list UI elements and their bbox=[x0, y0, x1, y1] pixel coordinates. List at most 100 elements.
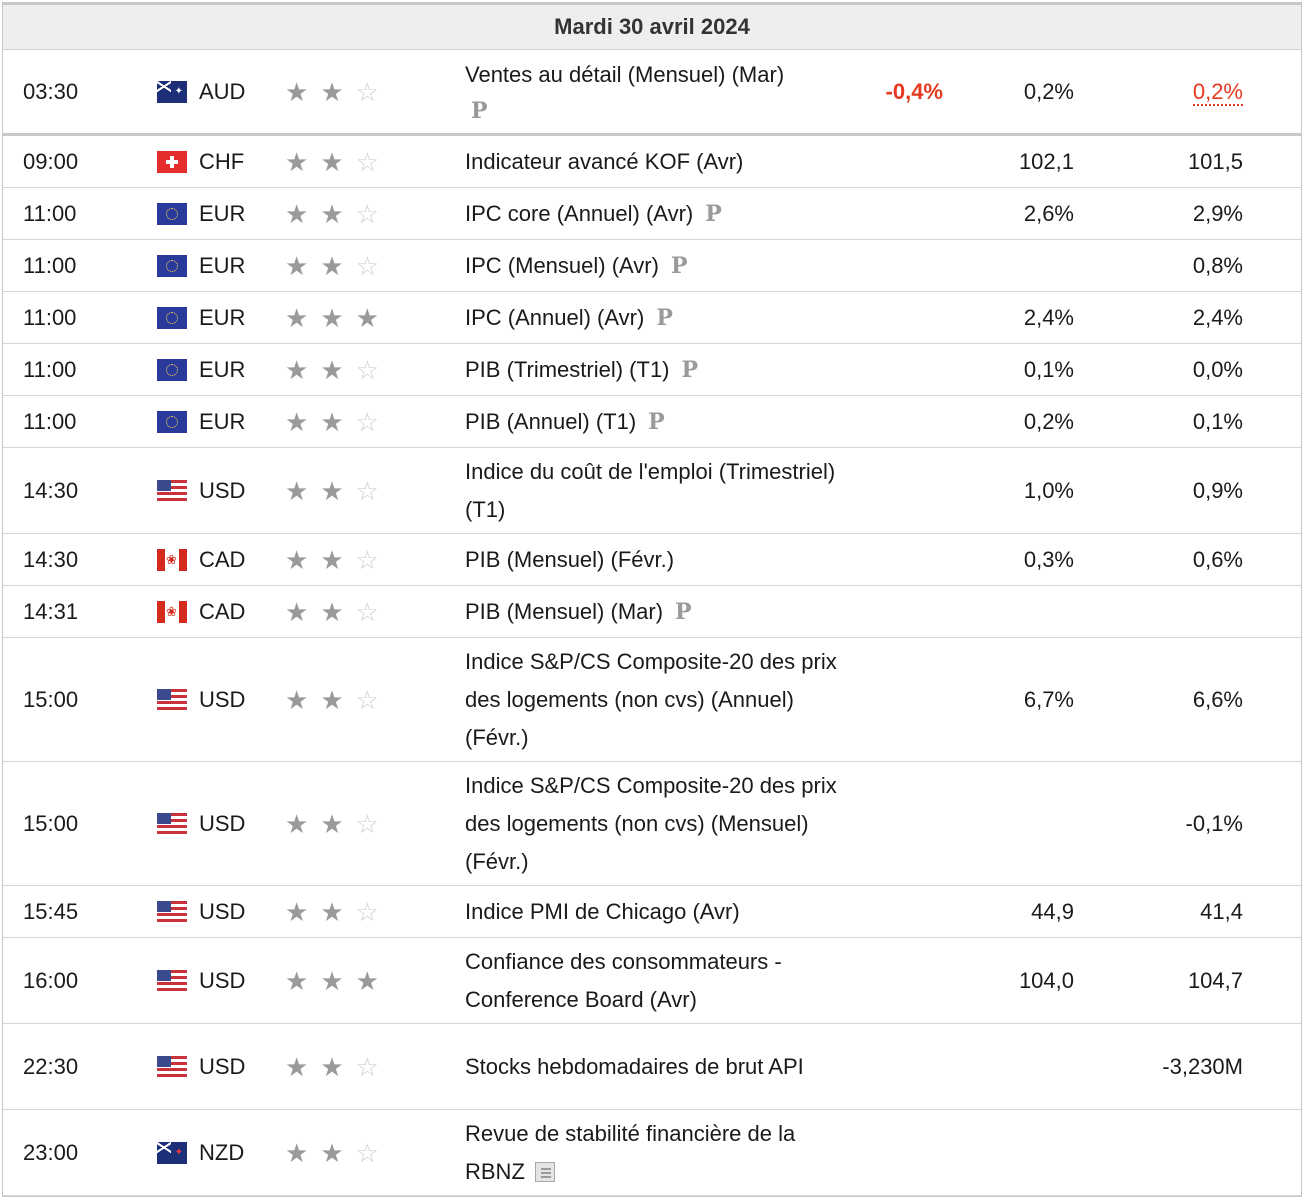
previous-value: 41,4 bbox=[1074, 899, 1243, 925]
event-name[interactable]: IPC (Mensuel) (Avr) P bbox=[463, 247, 847, 285]
event-title[interactable]: Ventes au détail (Mensuel) (Mar) bbox=[465, 61, 785, 87]
actual-value-text: -0,4% bbox=[885, 78, 943, 104]
currency-cell: EUR bbox=[135, 409, 281, 435]
previous-value-text[interactable]: 0,2% bbox=[1192, 78, 1243, 106]
event-time: 23:00 bbox=[23, 1139, 79, 1165]
importance-stars: ★ ★ ★ bbox=[281, 305, 463, 331]
event-name[interactable]: PIB (Annuel) (T1) P bbox=[463, 403, 847, 441]
star-filled-icon: ★ bbox=[285, 302, 309, 333]
event-name[interactable]: IPC (Annuel) (Avr) P bbox=[463, 299, 847, 337]
event-row[interactable]: 22:30 USD ★ ★ ☆ Stocks hebdomadaires de brut … bbox=[3, 1024, 1301, 1110]
star-filled-icon: ★ bbox=[355, 302, 379, 333]
event-title[interactable]: PIB (Trimestriel) (T1) bbox=[465, 356, 670, 382]
previous-value-text: 2,4% bbox=[1192, 304, 1243, 330]
event-name[interactable]: Indice du coût de l'emploi (Trimestriel)… bbox=[463, 453, 847, 529]
previous-value: 0,8% bbox=[1074, 253, 1243, 279]
event-row[interactable]: 14:31 CAD ★ ★ ☆ PIB (Mensuel) (Mar) P bbox=[3, 586, 1301, 638]
event-name[interactable]: IPC core (Annuel) (Avr) P bbox=[463, 195, 847, 233]
event-name[interactable]: PIB (Trimestriel) (T1) P bbox=[463, 351, 847, 389]
event-row[interactable]: 11:00 EUR ★ ★ ☆ PIB (Trimestriel) (T1) P 0,1% 0,… bbox=[3, 344, 1301, 396]
event-name[interactable]: Revue de stabilité financière de la RBNZ bbox=[463, 1115, 847, 1191]
star-filled-icon: ★ bbox=[320, 965, 344, 996]
event-time: 15:00 bbox=[23, 686, 79, 712]
event-title[interactable]: PIB (Annuel) (T1) bbox=[465, 408, 637, 434]
currency-code: CAD bbox=[199, 546, 246, 572]
importance-stars: ★ ★ ☆ bbox=[281, 1054, 463, 1080]
event-title[interactable]: IPC (Mensuel) (Avr) bbox=[465, 252, 659, 278]
currency-cell: EUR bbox=[135, 201, 281, 227]
currency-code: NZD bbox=[199, 1139, 245, 1165]
star-empty-icon: ☆ bbox=[355, 406, 379, 437]
event-row[interactable]: 11:00 EUR ★ ★ ☆ IPC core (Annuel) (Avr) P 2,6% 2… bbox=[3, 188, 1301, 240]
previous-value-text: 0,0% bbox=[1192, 356, 1243, 382]
event-time: 14:31 bbox=[23, 598, 79, 624]
forecast-value: 0,1% bbox=[1023, 356, 1074, 382]
event-time: 14:30 bbox=[23, 546, 79, 572]
event-title[interactable]: Indice du coût de l'emploi (Trimestriel)… bbox=[465, 458, 836, 522]
star-filled-icon: ★ bbox=[285, 596, 309, 627]
event-name[interactable]: PIB (Mensuel) (Mar) P bbox=[463, 593, 847, 631]
event-row[interactable]: 14:30 USD ★ ★ ☆ Indice du coût de l'emploi (T… bbox=[3, 448, 1301, 534]
event-title[interactable]: Indice S&P/CS Composite-20 des prix des … bbox=[465, 772, 837, 874]
event-name[interactable]: Confiance des consommateurs - Conference… bbox=[463, 943, 847, 1019]
event-row[interactable]: 15:00 USD ★ ★ ☆ Indice S&P/CS Composite-20 de… bbox=[3, 762, 1301, 886]
forecast-value: 2,6% bbox=[1023, 200, 1074, 226]
forecast-value: 104,0 bbox=[1018, 967, 1074, 993]
flag-ch-icon bbox=[157, 150, 187, 173]
event-row[interactable]: 11:00 EUR ★ ★ ★ IPC (Annuel) (Avr) P 2,4% 2,4% bbox=[3, 292, 1301, 344]
importance-stars: ★ ★ ☆ bbox=[281, 687, 463, 713]
importance-stars: ★ ★ ☆ bbox=[281, 811, 463, 837]
previous-value-text: 6,6% bbox=[1192, 686, 1243, 712]
event-name[interactable]: Indice S&P/CS Composite-20 des prix des … bbox=[463, 643, 847, 757]
star-filled-icon: ★ bbox=[285, 354, 309, 385]
event-row[interactable]: 11:00 EUR ★ ★ ☆ IPC (Mensuel) (Avr) P 0,8% bbox=[3, 240, 1301, 292]
event-row[interactable]: 23:00 NZD ★ ★ ☆ Revue de stabilité financière… bbox=[3, 1110, 1301, 1196]
event-title[interactable]: Confiance des consommateurs - Conference… bbox=[465, 948, 782, 1012]
event-time: 11:00 bbox=[23, 252, 77, 278]
event-row[interactable]: 09:00 CHF ★ ★ ☆ Indicateur avancé KOF (Avr) 10… bbox=[3, 136, 1301, 188]
event-title[interactable]: Indicateur avancé KOF (Avr) bbox=[465, 148, 744, 174]
document-icon[interactable] bbox=[534, 1161, 555, 1182]
event-row[interactable]: 15:00 USD ★ ★ ☆ Indice S&P/CS Composite-20 de… bbox=[3, 638, 1301, 762]
event-title[interactable]: IPC (Annuel) (Avr) bbox=[465, 304, 645, 330]
star-filled-icon: ★ bbox=[320, 198, 344, 229]
event-name[interactable]: Ventes au détail (Mensuel) (Mar) P bbox=[463, 56, 847, 128]
flag-us-icon bbox=[157, 812, 187, 835]
importance-stars: ★ ★ ☆ bbox=[281, 1140, 463, 1166]
event-title[interactable]: Stocks hebdomadaires de brut API bbox=[465, 1053, 804, 1079]
currency-code: EUR bbox=[199, 304, 246, 330]
currency-code: USD bbox=[199, 477, 246, 503]
previous-value: -3,230M bbox=[1074, 1054, 1243, 1080]
event-title[interactable]: Indice S&P/CS Composite-20 des prix des … bbox=[465, 648, 837, 750]
event-row[interactable]: 11:00 EUR ★ ★ ☆ PIB (Annuel) (T1) P 0,2% 0,1% bbox=[3, 396, 1301, 448]
star-filled-icon: ★ bbox=[320, 302, 344, 333]
event-title[interactable]: Indice PMI de Chicago (Avr) bbox=[465, 898, 740, 924]
event-name[interactable]: Indicateur avancé KOF (Avr) bbox=[463, 143, 847, 181]
star-filled-icon: ★ bbox=[285, 475, 309, 506]
event-row[interactable]: 14:30 CAD ★ ★ ☆ PIB (Mensuel) (Févr.) 0,3% 0,6% bbox=[3, 534, 1301, 586]
event-title[interactable]: IPC core (Annuel) (Avr) bbox=[465, 200, 694, 226]
importance-stars: ★ ★ ☆ bbox=[281, 79, 463, 105]
event-name[interactable]: Stocks hebdomadaires de brut API bbox=[463, 1048, 847, 1086]
flag-eu-icon bbox=[157, 358, 187, 381]
event-row[interactable]: 03:30 AUD ★ ★ ☆ Ventes au détail (Mensuel) (M… bbox=[3, 50, 1301, 136]
star-filled-icon: ★ bbox=[285, 406, 309, 437]
event-title[interactable]: PIB (Mensuel) (Mar) bbox=[465, 598, 664, 624]
previous-value: 0,1% bbox=[1074, 409, 1243, 435]
event-name[interactable]: Indice S&P/CS Composite-20 des prix des … bbox=[463, 767, 847, 881]
forecast-value: 44,9 bbox=[1031, 898, 1074, 924]
event-row[interactable]: 15:45 USD ★ ★ ☆ Indice PMI de Chicago (Avr) 44… bbox=[3, 886, 1301, 938]
event-time: 11:00 bbox=[23, 356, 77, 382]
event-row[interactable]: 16:00 USD ★ ★ ★ Confiance des consommateurs -… bbox=[3, 938, 1301, 1024]
event-title[interactable]: Revue de stabilité financière de la RBNZ bbox=[465, 1120, 796, 1184]
event-title[interactable]: PIB (Mensuel) (Févr.) bbox=[465, 546, 675, 572]
event-name[interactable]: Indice PMI de Chicago (Avr) bbox=[463, 893, 847, 931]
star-empty-icon: ☆ bbox=[355, 544, 379, 575]
preliminary-icon: P bbox=[681, 356, 699, 383]
event-name[interactable]: PIB (Mensuel) (Févr.) bbox=[463, 541, 847, 579]
star-filled-icon: ★ bbox=[320, 250, 344, 281]
star-filled-icon: ★ bbox=[285, 965, 309, 996]
event-time: 14:30 bbox=[23, 477, 79, 503]
star-filled-icon: ★ bbox=[285, 198, 309, 229]
